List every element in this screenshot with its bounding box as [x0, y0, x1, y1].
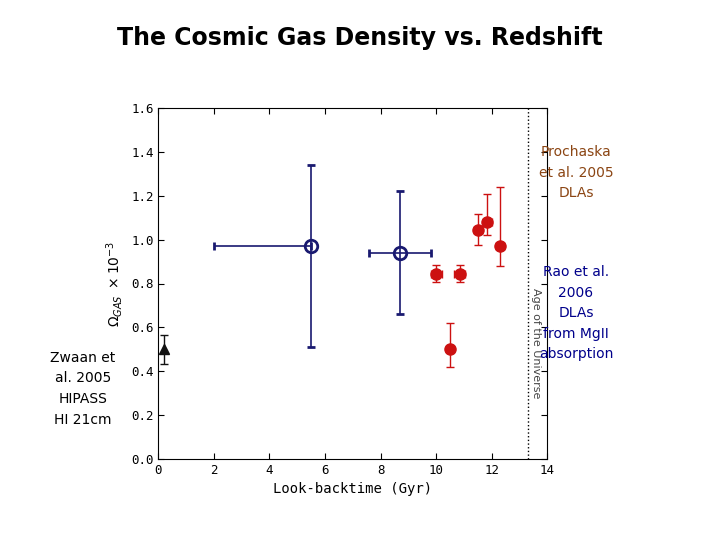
Text: Age of the Universe: Age of the Universe	[531, 288, 541, 399]
X-axis label: Look-backtime (Gyr): Look-backtime (Gyr)	[273, 482, 433, 496]
Text: Prochaska
et al. 2005
DLAs: Prochaska et al. 2005 DLAs	[539, 145, 613, 200]
Text: The Cosmic Gas Density vs. Redshift: The Cosmic Gas Density vs. Redshift	[117, 26, 603, 50]
Text: Rao et al.
2006
DLAs
from MgII
absorption: Rao et al. 2006 DLAs from MgII absorptio…	[539, 265, 613, 361]
Text: Zwaan et
al. 2005
HIPASS
HI 21cm: Zwaan et al. 2005 HIPASS HI 21cm	[50, 351, 115, 427]
Y-axis label: $\Omega_{GAS}\ \times 10^{-3}$: $\Omega_{GAS}\ \times 10^{-3}$	[104, 240, 125, 327]
